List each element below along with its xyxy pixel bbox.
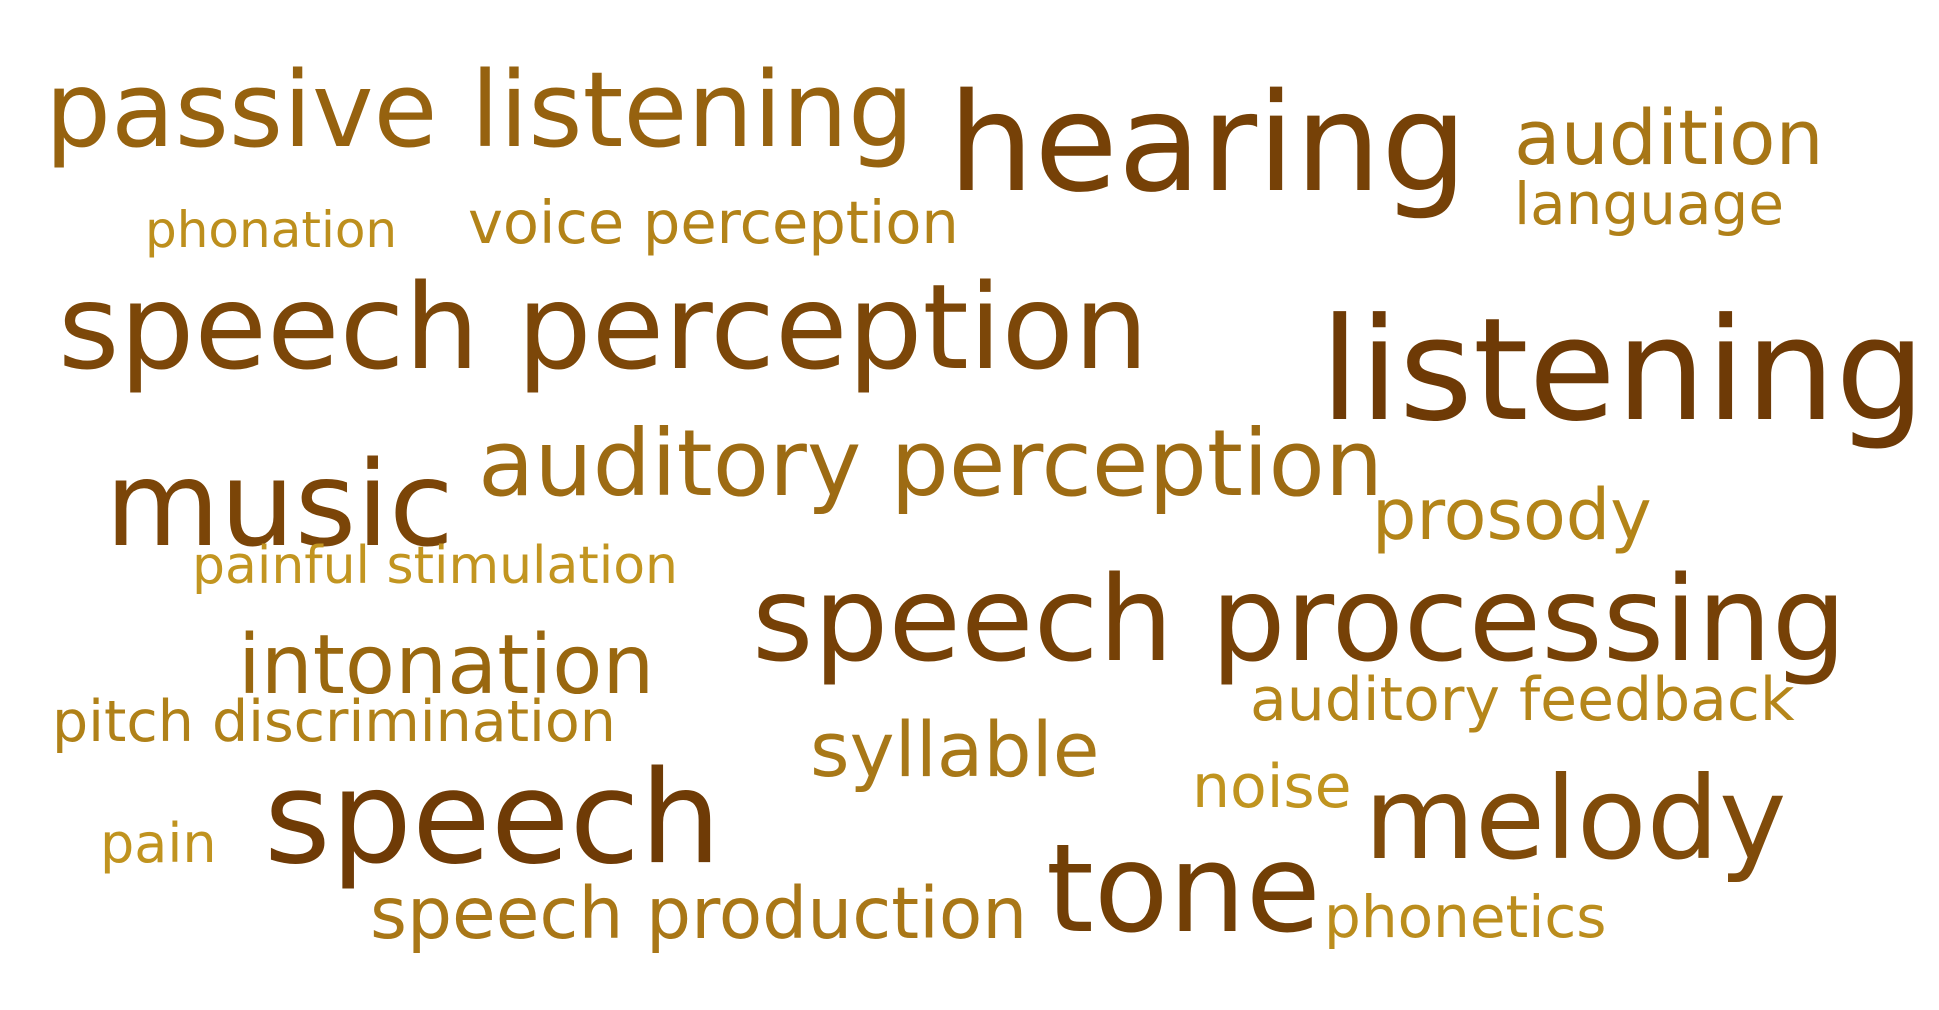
word-hearing: hearing bbox=[948, 65, 1468, 223]
word-phonetics: phonetics bbox=[1324, 883, 1607, 951]
word-listening: listening bbox=[1320, 288, 1926, 453]
word-passive-listening: passive listening bbox=[45, 49, 915, 171]
word-painful-stimulation: painful stimulation bbox=[192, 536, 678, 596]
word-intonation: intonation bbox=[238, 618, 655, 713]
word-audition: audition bbox=[1514, 93, 1824, 182]
word-speech-processing: speech processing bbox=[752, 550, 1847, 688]
word-language: language bbox=[1514, 170, 1785, 238]
word-phonation: phonation bbox=[145, 201, 398, 259]
word-auditory-feedback: auditory feedback bbox=[1250, 665, 1795, 735]
word-syllable: syllable bbox=[810, 705, 1100, 794]
word-prosody: prosody bbox=[1372, 474, 1652, 556]
word-voice-perception: voice perception bbox=[468, 188, 959, 257]
word-pain: pain bbox=[100, 812, 217, 875]
word-tone: tone bbox=[1046, 818, 1321, 960]
word-speech-perception: speech perception bbox=[58, 258, 1149, 396]
word-pitch-discrimination: pitch discrimination bbox=[52, 689, 616, 755]
word-speech: speech bbox=[264, 744, 721, 893]
word-speech-production: speech production bbox=[370, 872, 1028, 955]
word-noise: noise bbox=[1192, 752, 1352, 822]
word-melody: melody bbox=[1364, 752, 1787, 885]
word-auditory-perception: auditory perception bbox=[478, 410, 1384, 517]
word-music: music bbox=[105, 435, 454, 573]
